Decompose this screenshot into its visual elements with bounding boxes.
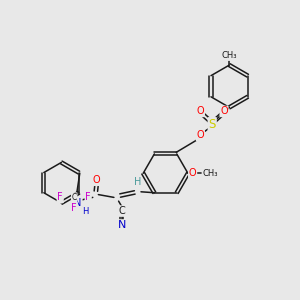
Text: C: C xyxy=(118,206,125,216)
Text: O: O xyxy=(93,175,100,185)
Text: O: O xyxy=(220,106,228,116)
Text: CH₃: CH₃ xyxy=(202,169,218,178)
Text: H: H xyxy=(82,207,88,216)
Text: F: F xyxy=(57,192,63,203)
Text: O: O xyxy=(189,168,196,178)
Text: O: O xyxy=(196,130,204,140)
Text: CH₃: CH₃ xyxy=(222,51,237,60)
Text: S: S xyxy=(208,118,216,131)
Text: F: F xyxy=(85,192,91,203)
Text: N: N xyxy=(74,198,82,208)
Text: O: O xyxy=(196,106,204,116)
Text: H: H xyxy=(134,178,141,188)
Text: F: F xyxy=(71,203,77,213)
Text: N: N xyxy=(118,220,126,230)
Text: C: C xyxy=(72,193,77,202)
